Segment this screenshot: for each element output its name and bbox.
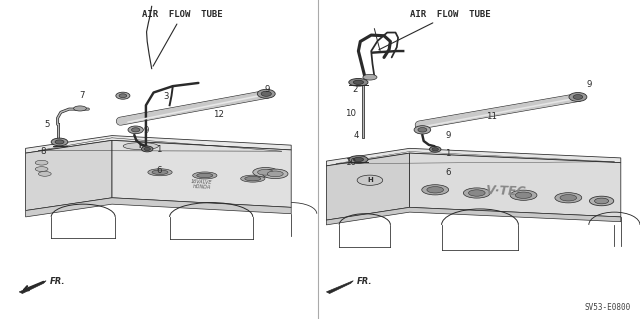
Ellipse shape	[349, 156, 368, 163]
Polygon shape	[26, 140, 112, 211]
Text: AIR  FLOW  TUBE: AIR FLOW TUBE	[142, 10, 223, 66]
Ellipse shape	[148, 169, 172, 176]
Text: HONDA: HONDA	[193, 184, 211, 189]
Ellipse shape	[463, 188, 490, 198]
Text: 16VALVE: 16VALVE	[191, 179, 212, 185]
Text: 10: 10	[345, 158, 356, 167]
Ellipse shape	[124, 143, 159, 150]
Ellipse shape	[116, 92, 130, 99]
Text: 11: 11	[486, 112, 497, 121]
Ellipse shape	[241, 175, 265, 182]
Polygon shape	[26, 198, 291, 217]
Ellipse shape	[589, 196, 614, 206]
Text: 12: 12	[213, 110, 225, 119]
Polygon shape	[410, 153, 621, 217]
Text: 9: 9	[143, 126, 148, 135]
Text: 2: 2	[353, 85, 358, 94]
Ellipse shape	[595, 198, 609, 204]
Polygon shape	[112, 140, 291, 207]
Text: 9: 9	[265, 85, 270, 94]
Text: 7: 7	[79, 91, 84, 100]
Ellipse shape	[55, 140, 64, 144]
Text: 6: 6	[445, 168, 451, 177]
Ellipse shape	[144, 147, 150, 151]
Text: 1: 1	[156, 145, 161, 154]
Ellipse shape	[141, 146, 153, 152]
Polygon shape	[19, 281, 46, 293]
Ellipse shape	[353, 158, 364, 161]
Text: AIR  FLOW  TUBE: AIR FLOW TUBE	[379, 10, 490, 50]
Ellipse shape	[35, 167, 48, 172]
Text: 8: 8	[41, 147, 46, 156]
Text: 10: 10	[345, 109, 356, 118]
Text: V·TEC: V·TEC	[485, 184, 526, 199]
Ellipse shape	[152, 170, 168, 174]
Text: H: H	[138, 144, 143, 149]
Polygon shape	[326, 281, 353, 293]
Text: 3: 3	[164, 92, 169, 101]
Ellipse shape	[427, 187, 444, 193]
Text: FR.: FR.	[357, 277, 372, 286]
Ellipse shape	[257, 169, 274, 175]
Text: 9: 9	[445, 131, 451, 140]
Ellipse shape	[510, 190, 537, 200]
Text: 1: 1	[445, 149, 451, 158]
Ellipse shape	[515, 192, 532, 198]
Ellipse shape	[253, 167, 278, 177]
Text: FR.: FR.	[50, 277, 65, 286]
Ellipse shape	[245, 176, 261, 181]
Text: 6: 6	[156, 166, 161, 175]
Ellipse shape	[555, 193, 582, 203]
Text: SV53-E0800: SV53-E0800	[584, 303, 630, 312]
Ellipse shape	[418, 128, 427, 132]
Ellipse shape	[51, 138, 68, 146]
Ellipse shape	[349, 78, 368, 86]
Ellipse shape	[261, 91, 271, 96]
Ellipse shape	[262, 169, 288, 179]
Ellipse shape	[432, 148, 438, 151]
Polygon shape	[326, 148, 621, 166]
Text: 4: 4	[354, 131, 359, 140]
Ellipse shape	[363, 74, 377, 80]
Ellipse shape	[353, 80, 364, 84]
Ellipse shape	[268, 171, 283, 177]
Ellipse shape	[38, 171, 51, 176]
Ellipse shape	[132, 128, 140, 132]
Text: H: H	[367, 177, 372, 183]
Ellipse shape	[573, 95, 583, 100]
Polygon shape	[326, 207, 621, 225]
Ellipse shape	[560, 195, 577, 201]
Ellipse shape	[193, 172, 217, 179]
Ellipse shape	[414, 126, 431, 134]
Ellipse shape	[429, 146, 441, 152]
Ellipse shape	[128, 126, 143, 134]
Ellipse shape	[197, 173, 212, 178]
Text: 5: 5	[44, 120, 49, 129]
Ellipse shape	[74, 106, 86, 111]
Ellipse shape	[119, 94, 127, 98]
Ellipse shape	[35, 160, 48, 165]
Ellipse shape	[357, 175, 383, 185]
Ellipse shape	[468, 190, 485, 196]
Text: 9: 9	[586, 80, 591, 89]
Ellipse shape	[257, 89, 275, 98]
Polygon shape	[326, 153, 410, 220]
Polygon shape	[26, 136, 291, 153]
Ellipse shape	[569, 93, 587, 101]
Ellipse shape	[422, 185, 449, 195]
